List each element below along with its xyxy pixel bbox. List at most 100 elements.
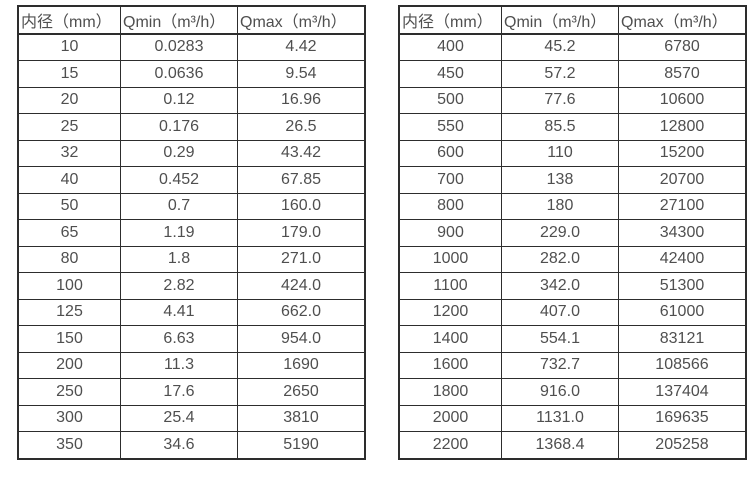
table-cell: 300 bbox=[17, 404, 121, 432]
table-cell: 5190 bbox=[237, 431, 366, 459]
table-cell: 83121 bbox=[618, 325, 747, 353]
table-cell: 2650 bbox=[237, 378, 366, 406]
table-row: 1100 342.0 51300 bbox=[398, 272, 747, 300]
table-row: 125 4.41 662.0 bbox=[17, 298, 366, 326]
header-row: 内径（mm） Qmin（m³/h） Qmax（m³/h） bbox=[398, 5, 747, 35]
table-cell: 1690 bbox=[237, 351, 366, 379]
table-cell: 800 bbox=[398, 192, 502, 220]
table-cell: 16.96 bbox=[237, 86, 366, 114]
table-cell: 108566 bbox=[618, 351, 747, 379]
table-cell: 125 bbox=[17, 298, 121, 326]
table-row: 50 0.7 160.0 bbox=[17, 192, 366, 220]
table-cell: 65 bbox=[17, 219, 121, 247]
table-cell: 700 bbox=[398, 166, 502, 194]
column-header: Qmin（m³/h） bbox=[120, 5, 238, 35]
table-cell: 400 bbox=[398, 33, 502, 61]
table-cell: 0.0636 bbox=[120, 60, 238, 88]
table-cell: 25 bbox=[17, 113, 121, 141]
table-cell: 15 bbox=[17, 60, 121, 88]
table-cell: 15200 bbox=[618, 139, 747, 167]
table-row: 15 0.0636 9.54 bbox=[17, 60, 366, 88]
table-row: 65 1.19 179.0 bbox=[17, 219, 366, 247]
table-row: 900 229.0 34300 bbox=[398, 219, 747, 247]
table-cell: 200 bbox=[17, 351, 121, 379]
table-cell: 205258 bbox=[618, 431, 747, 459]
table-cell: 1100 bbox=[398, 272, 502, 300]
table-row: 25 0.176 26.5 bbox=[17, 113, 366, 141]
column-header: Qmin（m³/h） bbox=[501, 5, 619, 35]
column-header: 内径（mm） bbox=[398, 5, 502, 35]
table-cell: 3810 bbox=[237, 404, 366, 432]
table-cell: 40 bbox=[17, 166, 121, 194]
table-cell: 11.3 bbox=[120, 351, 238, 379]
table-cell: 20 bbox=[17, 86, 121, 114]
table-cell: 350 bbox=[17, 431, 121, 459]
column-header: Qmax（m³/h） bbox=[618, 5, 747, 35]
table-row: 400 45.2 6780 bbox=[398, 33, 747, 61]
table-cell: 17.6 bbox=[120, 378, 238, 406]
table-cell: 732.7 bbox=[501, 351, 619, 379]
table-row: 350 34.6 5190 bbox=[17, 431, 366, 459]
table-row: 10 0.0283 4.42 bbox=[17, 33, 366, 61]
flow-range-table-small-diameters: 内径（mm） Qmin（m³/h） Qmax（m³/h） 10 0.0283 4.42 15… bbox=[17, 5, 366, 460]
table-cell: 61000 bbox=[618, 298, 747, 326]
table-cell: 50 bbox=[17, 192, 121, 220]
table-cell: 27100 bbox=[618, 192, 747, 220]
table-cell: 51300 bbox=[618, 272, 747, 300]
table-row: 80 1.8 271.0 bbox=[17, 245, 366, 273]
table-cell: 1000 bbox=[398, 245, 502, 273]
table-cell: 662.0 bbox=[237, 298, 366, 326]
table-row: 250 17.6 2650 bbox=[17, 378, 366, 406]
table-row: 600 110 15200 bbox=[398, 139, 747, 167]
table-row: 800 180 27100 bbox=[398, 192, 747, 220]
table-cell: 57.2 bbox=[501, 60, 619, 88]
table-cell: 42400 bbox=[618, 245, 747, 273]
table-cell: 26.5 bbox=[237, 113, 366, 141]
table-cell: 1600 bbox=[398, 351, 502, 379]
table-cell: 229.0 bbox=[501, 219, 619, 247]
table-row: 550 85.5 12800 bbox=[398, 113, 747, 141]
table-cell: 1800 bbox=[398, 378, 502, 406]
table-cell: 1131.0 bbox=[501, 404, 619, 432]
table-cell: 67.85 bbox=[237, 166, 366, 194]
table-cell: 600 bbox=[398, 139, 502, 167]
table-row: 700 138 20700 bbox=[398, 166, 747, 194]
table-cell: 180 bbox=[501, 192, 619, 220]
table-cell: 77.6 bbox=[501, 86, 619, 114]
table-cell: 1400 bbox=[398, 325, 502, 353]
table-row: 1800 916.0 137404 bbox=[398, 378, 747, 406]
table-row: 500 77.6 10600 bbox=[398, 86, 747, 114]
table-cell: 32 bbox=[17, 139, 121, 167]
table-cell: 916.0 bbox=[501, 378, 619, 406]
table-row: 1600 732.7 108566 bbox=[398, 351, 747, 379]
table-cell: 12800 bbox=[618, 113, 747, 141]
table-cell: 4.42 bbox=[237, 33, 366, 61]
table-cell: 407.0 bbox=[501, 298, 619, 326]
table-cell: 169635 bbox=[618, 404, 747, 432]
table-cell: 500 bbox=[398, 86, 502, 114]
table-cell: 2200 bbox=[398, 431, 502, 459]
table-cell: 0.452 bbox=[120, 166, 238, 194]
table-cell: 1.8 bbox=[120, 245, 238, 273]
table-cell: 900 bbox=[398, 219, 502, 247]
flow-range-table-large-diameters: 内径（mm） Qmin（m³/h） Qmax（m³/h） 400 45.2 6780 450… bbox=[398, 5, 747, 460]
table-cell: 554.1 bbox=[501, 325, 619, 353]
table-cell: 45.2 bbox=[501, 33, 619, 61]
table-cell: 138 bbox=[501, 166, 619, 194]
header-row: 内径（mm） Qmin（m³/h） Qmax（m³/h） bbox=[17, 5, 366, 35]
table-cell: 6.63 bbox=[120, 325, 238, 353]
table-cell: 271.0 bbox=[237, 245, 366, 273]
table-row: 2200 1368.4 205258 bbox=[398, 431, 747, 459]
table-row: 20 0.12 16.96 bbox=[17, 86, 366, 114]
table-cell: 424.0 bbox=[237, 272, 366, 300]
table-cell: 450 bbox=[398, 60, 502, 88]
table-cell: 85.5 bbox=[501, 113, 619, 141]
table-cell: 25.4 bbox=[120, 404, 238, 432]
table-cell: 4.41 bbox=[120, 298, 238, 326]
table-row: 150 6.63 954.0 bbox=[17, 325, 366, 353]
table-cell: 2.82 bbox=[120, 272, 238, 300]
table-cell: 179.0 bbox=[237, 219, 366, 247]
column-header: 内径（mm） bbox=[17, 5, 121, 35]
table-row: 2000 1131.0 169635 bbox=[398, 404, 747, 432]
table-cell: 550 bbox=[398, 113, 502, 141]
